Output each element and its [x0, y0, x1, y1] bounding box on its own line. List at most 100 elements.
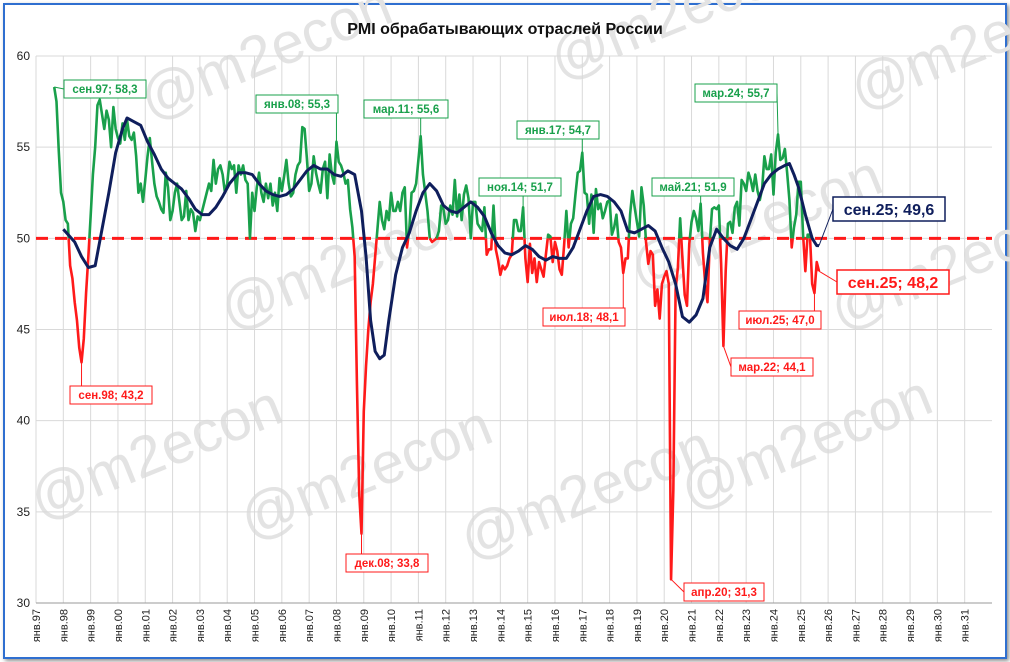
annotation-leader: [54, 86, 65, 90]
annotation-box: [730, 357, 814, 377]
annotation-box: [255, 94, 339, 114]
x-tick-label: янв.14: [495, 609, 507, 642]
annotation-label: апр.20; 31,3: [691, 587, 757, 599]
annotation-callout: янв.08; 55,3: [255, 94, 339, 142]
annotation-label: янв.17; 54,7: [525, 125, 591, 137]
pmi-line-segment: [791, 180, 805, 239]
x-tick-label: янв.10: [386, 609, 398, 642]
x-tick-label: янв.00: [113, 609, 125, 642]
pmi-line-segment: [563, 209, 570, 239]
annotation-callout: дек.08; 33,8: [345, 533, 429, 573]
annotation-callout: апр.20; 31,3: [670, 578, 765, 602]
annotation-leader: [722, 345, 732, 368]
x-tick-label: янв.28: [878, 609, 890, 642]
annotation-label: сен.25; 48,2: [848, 275, 939, 292]
annotation-leader: [818, 208, 834, 246]
x-tick-label: янв.18: [605, 609, 617, 642]
chart-title: PMI обрабатывающих отраслей России: [347, 21, 663, 38]
pmi-line-segment: [549, 238, 566, 277]
x-tick-label: янв.21: [687, 609, 699, 642]
annotation-label: янв.08; 55,3: [264, 99, 330, 111]
pmi-line-segment: [523, 238, 550, 284]
x-tick-label: янв.23: [741, 609, 753, 642]
annotation-label: сен.97; 58,3: [72, 84, 137, 96]
pmi-line-segment: [802, 238, 809, 273]
annotation-label: дек.08; 33,8: [355, 558, 420, 570]
pmi-line-segment: [546, 233, 552, 239]
pmi-line-segment: [435, 178, 488, 240]
annotation-box: [69, 385, 153, 405]
annotation-callout: мар.24; 55,7: [694, 83, 779, 135]
x-tick-label: янв.97: [31, 609, 43, 642]
pmi-line-segment: [52, 86, 70, 239]
pmi-line-segment: [375, 185, 408, 239]
pmi-line-segment: [680, 238, 692, 308]
pmi-line-segment: [568, 151, 620, 239]
annotation-box: [683, 582, 765, 602]
x-tick-label: янв.11: [413, 609, 425, 641]
annotation-box: [651, 177, 735, 197]
pmi-line-segment: [806, 233, 812, 239]
x-tick-label: янв.20: [659, 609, 671, 642]
y-tick-label: 60: [17, 49, 31, 63]
pmi-line-segment: [627, 185, 648, 239]
pmi-line-segment: [428, 237, 438, 244]
moving-average-line: [62, 116, 820, 361]
pmi-line-segment: [484, 238, 494, 257]
pmi-line-segment: [677, 216, 683, 239]
series-pmi-moving-average: [62, 116, 820, 361]
annotation-label: мар.11; 55,6: [373, 104, 440, 116]
x-tick-label: янв.05: [250, 609, 262, 642]
annotation-callout: ноя.14; 51,7: [478, 177, 562, 208]
y-tick-label: 40: [17, 414, 31, 428]
annotation-callout: сен.97; 58,3: [54, 79, 147, 99]
annotation-callout: сен.98; 43,2: [69, 362, 153, 405]
annotation-label: мар.24; 55,7: [702, 88, 769, 100]
y-tick-label: 45: [17, 323, 31, 337]
annotation-label: ноя.14; 51,7: [487, 182, 553, 194]
pmi-line-segment: [490, 204, 497, 239]
watermark-text: @m2econ: [541, 0, 811, 92]
annotation-leader: [670, 578, 685, 593]
annotation-box: [694, 83, 778, 103]
pmi-line-segment: [566, 238, 571, 249]
chart-frame: [3, 3, 1007, 659]
x-tick-label: янв.98: [58, 609, 70, 642]
annotation-callout: мар.22; 44,1: [722, 345, 814, 377]
x-tick-label: янв.01: [140, 609, 152, 642]
x-tick-label: янв.17: [577, 609, 589, 642]
annotation-callout: сен.25; 48,2: [818, 269, 950, 295]
x-tick-label: янв.25: [796, 609, 808, 642]
pmi-line-segment: [88, 98, 355, 240]
x-tick-label: янв.99: [86, 609, 98, 642]
annotation-leader: [818, 270, 838, 283]
x-tick-label: янв.26: [823, 609, 835, 642]
annotation-callout: май.21; 51,9: [651, 177, 735, 204]
annotation-box: [836, 269, 950, 295]
annotation-box: [345, 553, 429, 573]
x-tick-label: янв.27: [850, 609, 862, 642]
x-tick-label: янв.07: [304, 609, 316, 642]
pmi-line-segment: [700, 238, 712, 304]
pmi-line-segment: [708, 204, 722, 239]
annotation-box: [738, 310, 822, 330]
pmi-line-segment: [406, 134, 432, 239]
y-axis: 30 35 40 45 50 55 60: [17, 49, 31, 610]
x-tick-label: янв.03: [195, 609, 207, 642]
x-tick-label: янв.13: [468, 609, 480, 642]
watermark-text: @m2econ: [841, 0, 1010, 122]
annotation-callout: сен.25; 49,6: [818, 196, 946, 246]
annotation-label: сен.98; 43,2: [78, 390, 143, 402]
annotation-callout: мар.11; 55,6: [363, 99, 449, 137]
x-tick-label: янв.31: [960, 609, 972, 642]
series-pmi-monthly: [52, 86, 821, 581]
pmi-line-segment: [493, 238, 515, 277]
pmi-line-segment: [789, 238, 795, 249]
watermark-text: @m2econ: [671, 362, 941, 522]
x-tick-label: янв.06: [277, 609, 289, 642]
x-tick-label: янв.19: [632, 609, 644, 642]
x-tick-label: янв.15: [523, 609, 535, 642]
pmi-line-segment: [67, 238, 91, 364]
y-tick-label: 35: [17, 505, 31, 519]
